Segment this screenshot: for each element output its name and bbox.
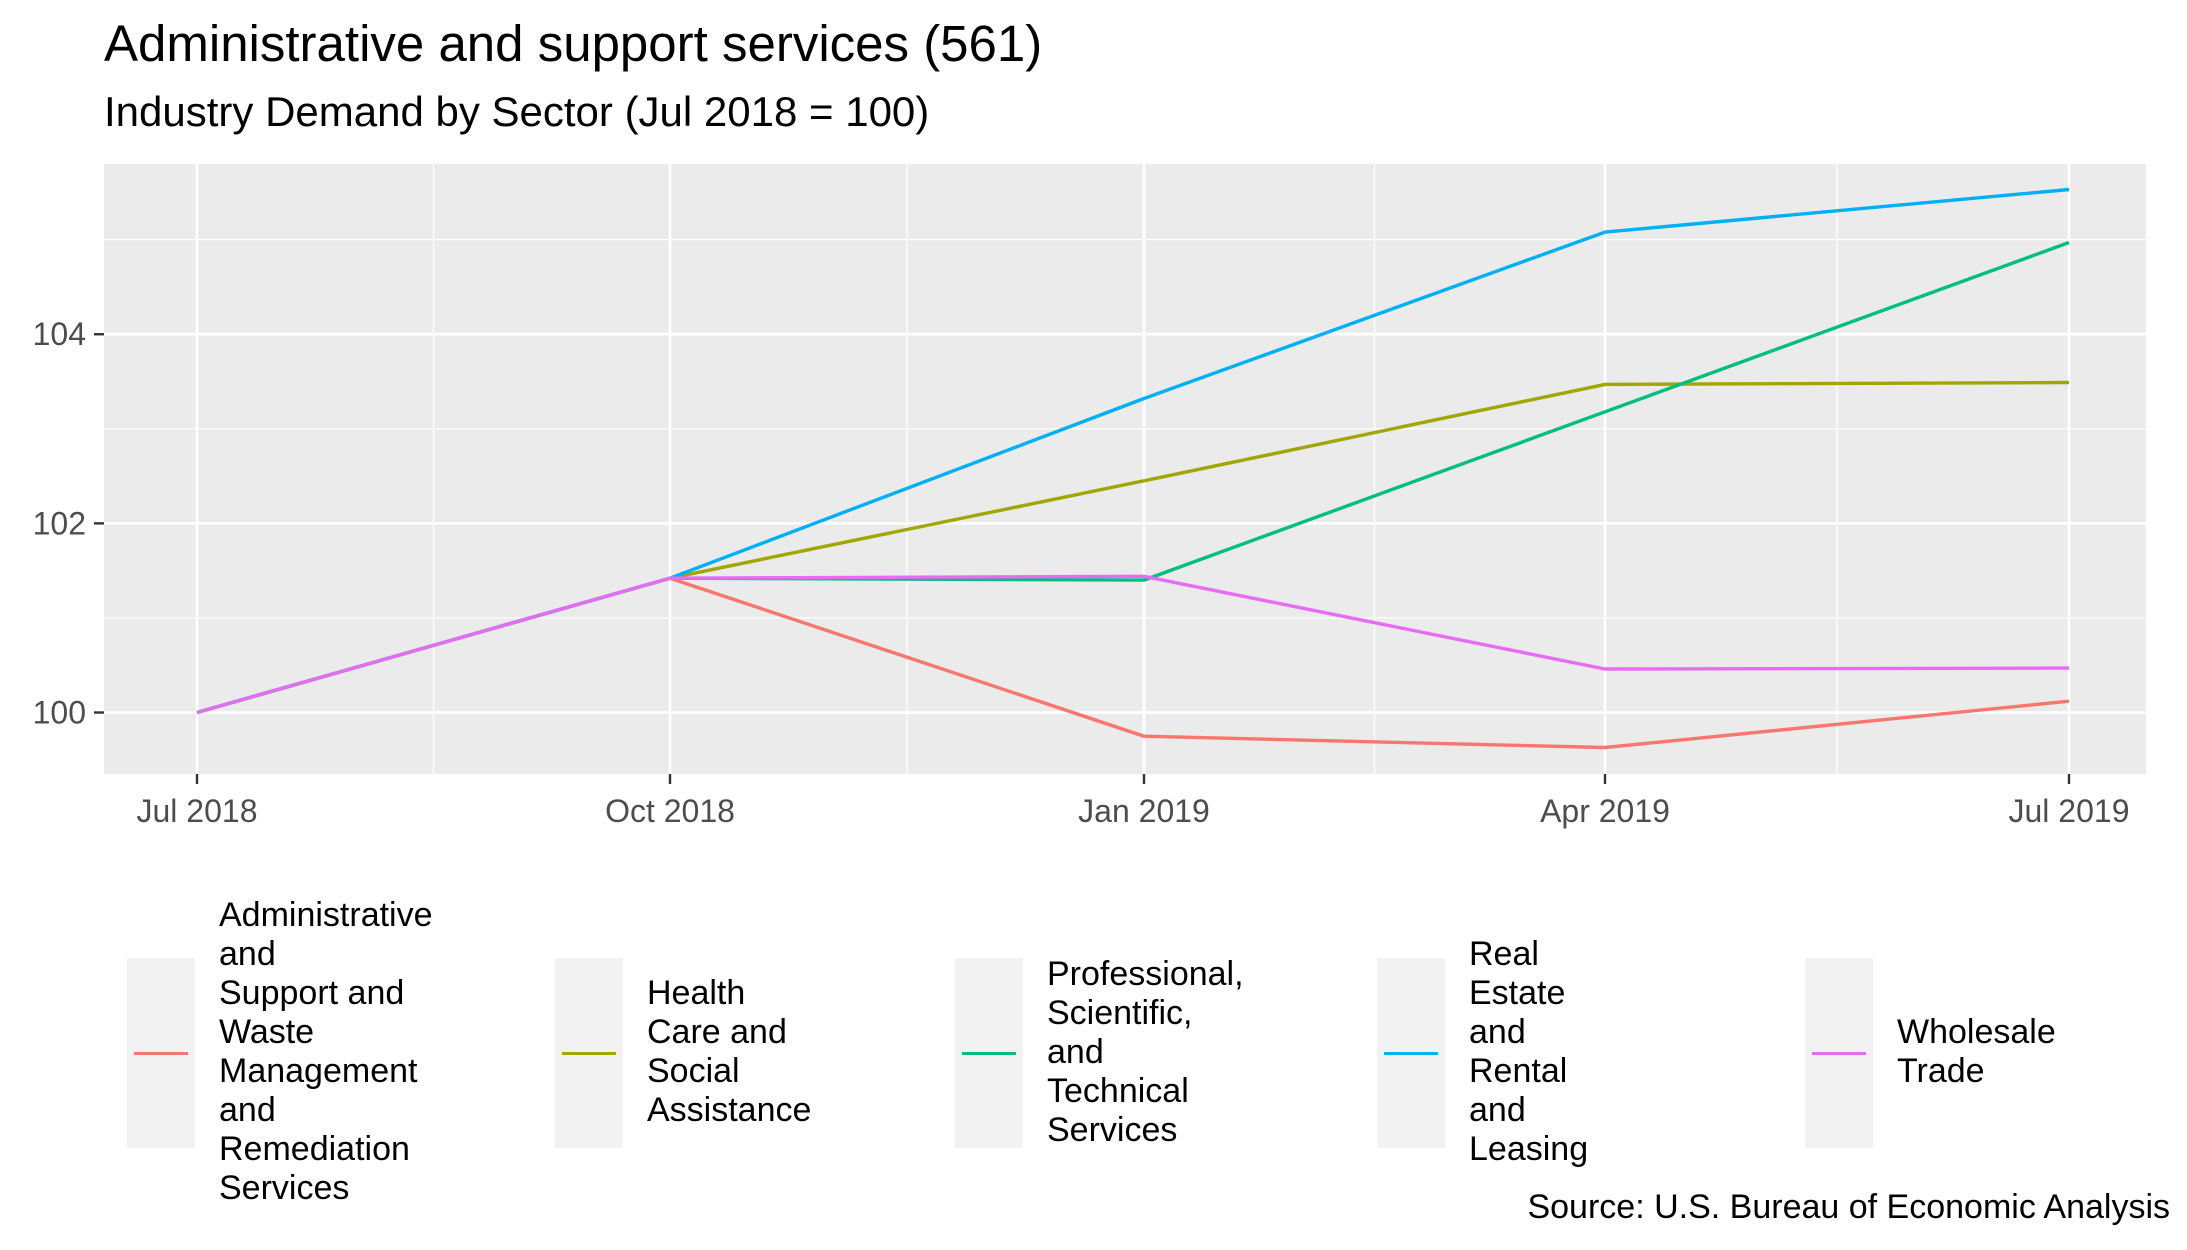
y-tick-label: 100	[33, 695, 86, 731]
y-tick-label: 102	[33, 505, 86, 541]
legend-swatch	[562, 1052, 616, 1055]
legend: Administrative and Support and Waste Man…	[0, 896, 2187, 1207]
source-caption: Source: U.S. Bureau of Economic Analysis	[1527, 1188, 2170, 1226]
legend-label: Real Estate and Rental and Leasing	[1469, 935, 1589, 1168]
major-gridlines	[104, 164, 2146, 774]
legend-swatch	[1812, 1052, 1866, 1055]
legend-label: Health Care and Social Assistance	[647, 974, 812, 1129]
series-line-5	[196, 574, 2070, 715]
legend-key	[1377, 958, 1445, 1148]
legend-label: Professional, Scientific, and Technical …	[1047, 954, 1244, 1149]
x-tick-label: Jul 2019	[2009, 793, 2130, 829]
chart-subtitle: Industry Demand by Sector (Jul 2018 = 10…	[104, 88, 930, 135]
chart-title: Administrative and support services (561…	[104, 15, 1043, 72]
series-lines	[196, 187, 2070, 750]
x-tick-label: Apr 2019	[1540, 793, 1670, 829]
y-tick-label: 104	[33, 316, 86, 352]
legend-key	[1805, 958, 1873, 1148]
legend-swatch	[1384, 1052, 1438, 1055]
legend-label: Wholesale Trade	[1897, 1013, 2056, 1090]
legend-label: Administrative and Support and Waste Man…	[219, 896, 433, 1207]
x-tick-label: Oct 2018	[605, 793, 735, 829]
axes: Jul 2018 Oct 2018 Jan 2019 Apr 2019 Jul 2019…	[33, 316, 2130, 829]
legend-key	[555, 958, 623, 1148]
x-tick-label: Jul 2018	[137, 793, 258, 829]
x-tick-label: Jan 2019	[1078, 793, 1210, 829]
legend-swatch	[962, 1052, 1016, 1055]
legend-key	[955, 958, 1023, 1148]
plot-panel	[104, 164, 2146, 774]
legend-key	[127, 958, 195, 1148]
minor-gridlines	[104, 164, 2146, 774]
legend-swatch	[134, 1052, 188, 1055]
